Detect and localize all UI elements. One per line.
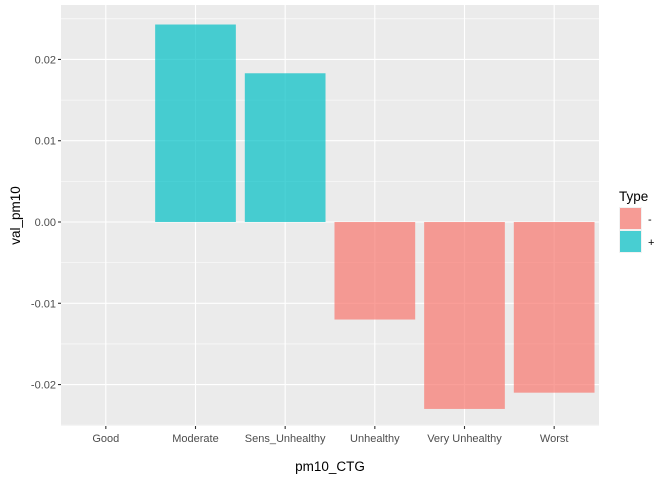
bar-sens-unhealthy — [244, 73, 326, 223]
y-tick-label: 0.02 — [35, 54, 56, 66]
bar-worst — [513, 222, 595, 393]
bar-unhealthy — [334, 222, 416, 320]
x-tick-label: Moderate — [172, 433, 218, 445]
legend: Type - + — [619, 189, 654, 253]
x-axis-title: pm10_CTG — [295, 459, 365, 474]
legend-label: + — [648, 237, 654, 249]
x-tick-label: Sens_Unhealthy — [245, 433, 326, 445]
y-tick-label: -0.02 — [31, 380, 56, 392]
y-tick-label: 0.01 — [35, 136, 56, 148]
legend-swatch — [620, 208, 641, 229]
y-axis-title: val_pm10 — [8, 186, 23, 245]
legend-swatch — [620, 231, 641, 252]
plot-panel — [61, 5, 599, 426]
y-tick-label: -0.01 — [31, 298, 56, 310]
x-tick-label: Very Unhealthy — [427, 433, 502, 445]
bar-very-unhealthy — [424, 222, 505, 409]
x-tick-label: Good — [92, 433, 119, 445]
x-axis-ticks: Good Moderate Sens_Unhealthy Unhealthy Very … — [92, 426, 568, 445]
x-tick-label: Unhealthy — [350, 433, 400, 445]
y-tick-label: 0.00 — [35, 217, 56, 229]
legend-title: Type — [619, 189, 648, 204]
bars — [155, 24, 595, 409]
bar-moderate — [155, 24, 236, 223]
x-tick-label: Worst — [540, 433, 569, 445]
legend-label: - — [648, 214, 652, 226]
y-axis-ticks: -0.02 -0.01 0.00 0.01 0.02 — [31, 54, 61, 392]
